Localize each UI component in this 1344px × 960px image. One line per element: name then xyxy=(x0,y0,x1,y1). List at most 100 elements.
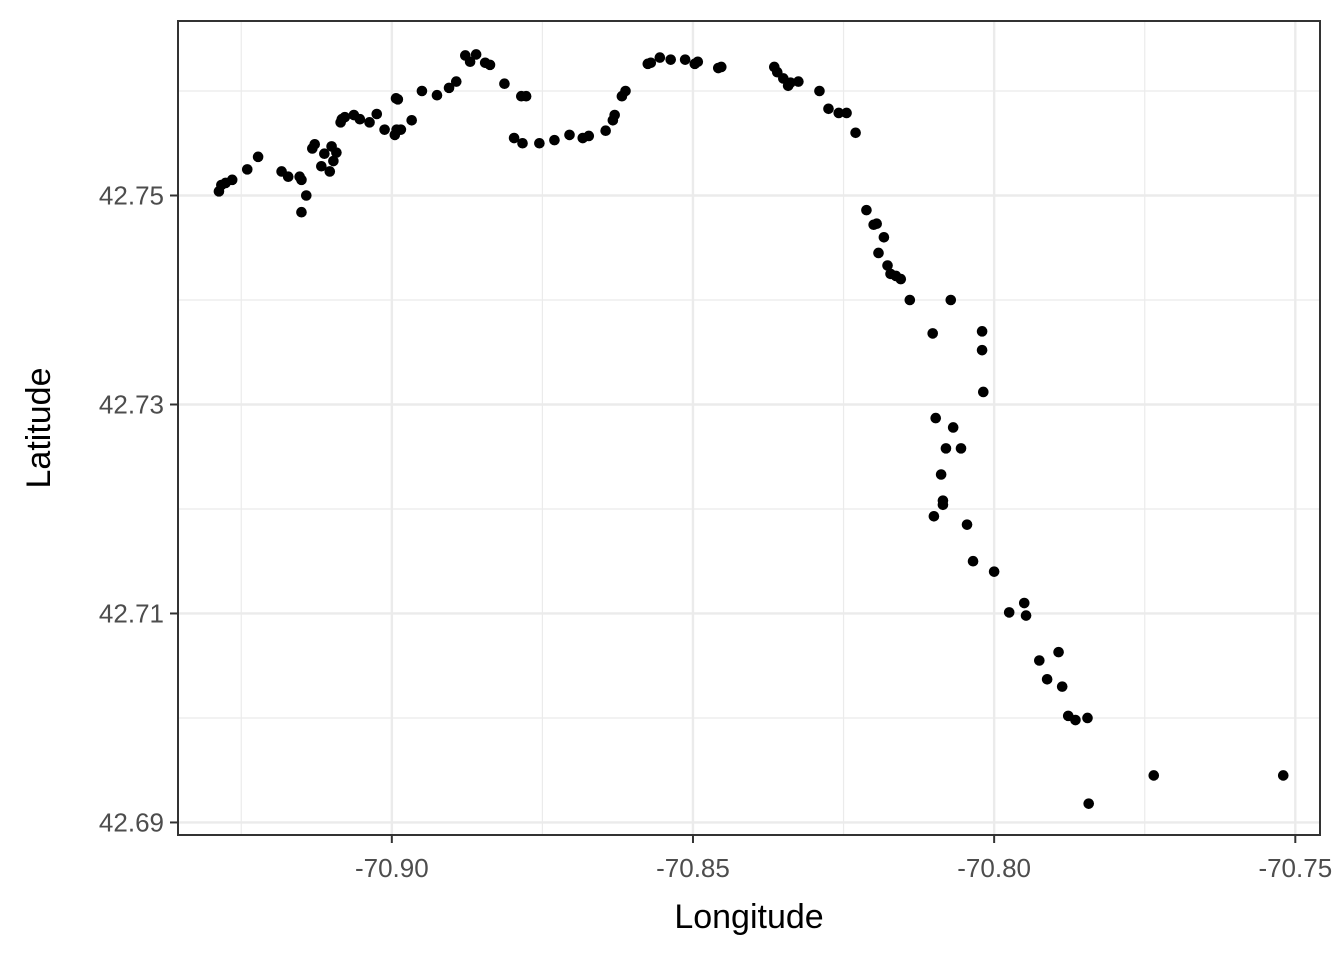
data-point xyxy=(978,386,989,398)
data-point xyxy=(967,555,979,567)
y-axis-title: Latitude xyxy=(20,368,58,489)
x-axis-title: Longitude xyxy=(674,898,823,936)
data-point xyxy=(961,519,973,530)
data-point xyxy=(564,129,575,141)
data-point xyxy=(1148,770,1160,781)
data-point xyxy=(328,155,339,167)
data-point xyxy=(654,52,666,63)
data-point xyxy=(945,294,957,306)
data-point xyxy=(392,94,404,105)
data-point xyxy=(679,54,691,65)
data-point xyxy=(1082,712,1093,724)
panel-background xyxy=(178,21,1320,835)
data-point xyxy=(282,171,294,182)
data-point xyxy=(1056,681,1068,692)
data-point xyxy=(1041,674,1053,685)
data-point xyxy=(331,147,342,158)
data-point xyxy=(309,139,321,150)
data-point xyxy=(379,124,390,135)
data-point xyxy=(549,134,560,146)
data-point xyxy=(814,85,825,97)
data-point xyxy=(416,85,428,97)
data-point xyxy=(431,89,443,101)
data-point xyxy=(1070,714,1081,726)
data-point xyxy=(395,124,407,135)
data-point xyxy=(450,76,462,87)
data-point xyxy=(947,422,959,433)
data-point xyxy=(600,125,611,137)
x-tick-label: -70.90 xyxy=(355,853,429,883)
data-point xyxy=(1034,655,1045,666)
data-point xyxy=(241,164,253,175)
y-axis-ticks: 42.69 42.71 42.73 42.75 xyxy=(99,181,178,837)
x-tick-label: -70.85 xyxy=(656,853,730,883)
data-point xyxy=(583,130,595,142)
y-tick-label: 42.75 xyxy=(99,181,164,211)
data-point xyxy=(406,114,418,126)
data-point xyxy=(499,78,510,89)
data-point xyxy=(1083,798,1095,809)
data-points xyxy=(213,49,1289,809)
data-point xyxy=(443,82,455,94)
data-point xyxy=(226,174,238,186)
data-point xyxy=(1003,607,1015,618)
data-point xyxy=(976,344,988,356)
data-point xyxy=(508,132,520,144)
data-point xyxy=(861,204,872,216)
data-point xyxy=(904,294,916,306)
data-point xyxy=(692,56,704,68)
data-point xyxy=(354,113,366,125)
minor-gridlines xyxy=(178,21,1320,835)
data-point xyxy=(484,59,496,71)
data-point xyxy=(296,206,307,218)
data-point xyxy=(252,151,264,163)
data-point xyxy=(294,171,305,182)
data-point xyxy=(520,90,532,102)
data-point xyxy=(371,108,383,120)
data-point xyxy=(976,326,988,337)
data-point xyxy=(793,76,804,87)
data-point xyxy=(895,273,907,285)
data-point xyxy=(940,443,952,454)
data-point xyxy=(645,57,657,69)
data-point xyxy=(988,566,1000,577)
data-point xyxy=(937,499,949,511)
data-point xyxy=(871,218,882,230)
data-point xyxy=(464,56,476,68)
data-point xyxy=(300,190,312,201)
data-point xyxy=(1020,610,1032,621)
y-tick-label: 42.73 xyxy=(99,389,164,419)
data-point xyxy=(955,443,967,454)
data-point xyxy=(609,109,620,121)
data-point xyxy=(665,54,676,65)
data-point xyxy=(878,232,890,243)
data-point xyxy=(319,148,330,160)
data-point xyxy=(882,260,893,271)
data-point xyxy=(823,103,834,115)
y-tick-label: 42.71 xyxy=(99,598,164,628)
data-point xyxy=(534,137,545,149)
data-point xyxy=(339,111,351,123)
panel-border xyxy=(177,20,1321,836)
data-point xyxy=(928,510,940,522)
data-point xyxy=(850,127,861,139)
data-point xyxy=(316,160,327,172)
data-point xyxy=(620,85,631,97)
data-point xyxy=(841,107,852,119)
y-tick-label: 42.69 xyxy=(99,807,164,837)
data-point xyxy=(1053,646,1064,658)
major-gridlines xyxy=(178,21,1320,835)
data-point xyxy=(364,117,375,128)
data-point xyxy=(873,247,884,259)
data-point xyxy=(517,137,528,149)
x-axis-ticks: -70.90 -70.85 -70.80 -70.75 xyxy=(355,835,1332,883)
data-point xyxy=(1018,597,1030,609)
x-tick-label: -70.80 xyxy=(957,853,1031,883)
x-tick-label: -70.75 xyxy=(1258,853,1332,883)
data-point xyxy=(935,469,947,480)
data-point xyxy=(715,61,727,73)
data-point xyxy=(930,412,942,424)
data-point xyxy=(324,166,336,177)
